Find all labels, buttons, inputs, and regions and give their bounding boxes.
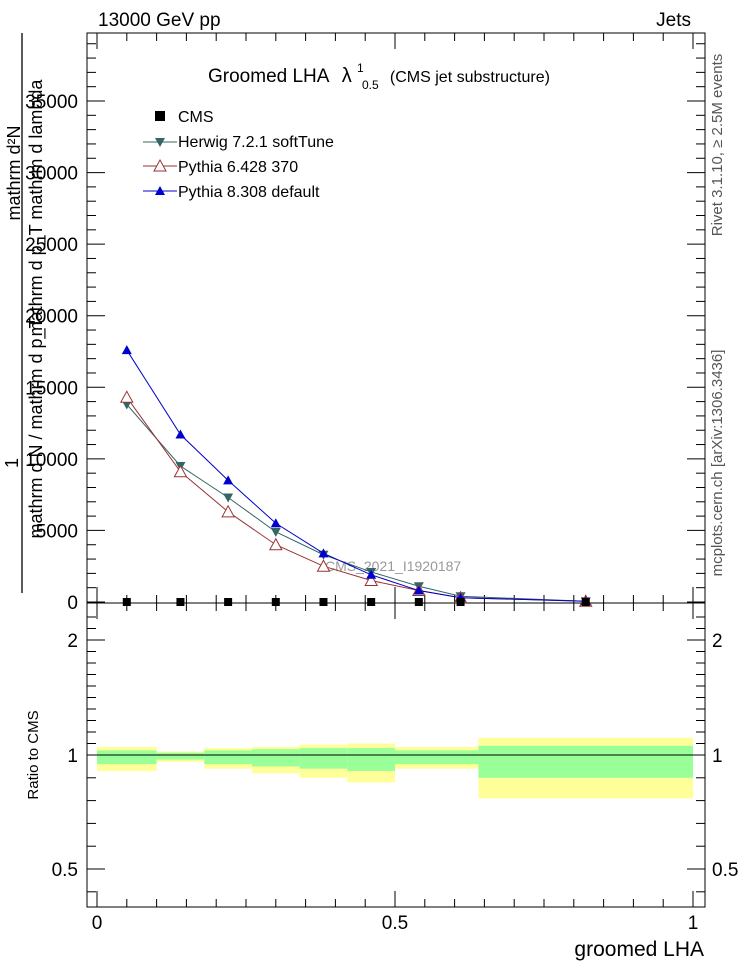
ratio-tick-label: 1 (67, 746, 78, 767)
cms-data-point (271, 598, 280, 606)
rivet-label: Rivet 3.1.10, ≥ 2.5M events (709, 54, 726, 237)
legend-pythia8-marker (155, 186, 165, 195)
x-axis-label: groomed LHA (574, 938, 704, 961)
ratio-band-inner-5 (347, 748, 395, 771)
chart-title-sub: 0.5 (362, 78, 379, 92)
y-label-line-1: mathrm d²N (4, 125, 24, 220)
ratio-tick-label: 0.5 (52, 860, 78, 881)
y-tick-label: 35000 (25, 92, 78, 113)
series-point-pythia8 (121, 345, 132, 355)
x-tick-labels: 0 0.5 1 (92, 913, 699, 934)
ratio-tick-label-right: 2 (712, 631, 723, 652)
process-label: Jets (656, 10, 691, 31)
cms-data-point (581, 598, 590, 606)
chart-title-suffix: (CMS jet substructure) (390, 69, 550, 86)
cms-data-point (414, 598, 423, 606)
series-point-pythia6 (316, 559, 331, 572)
cms-data-point (319, 598, 328, 606)
series-point-pythia6 (173, 464, 188, 478)
legend-herwig-marker (155, 138, 165, 147)
cms-data-points (122, 598, 590, 606)
ratio-tick-label-right: 1 (712, 746, 723, 767)
chart-title: Groomed LHA λ 1 0.5 (CMS jet substructur… (208, 56, 550, 94)
chart-title-sup: 1 (357, 61, 364, 75)
series-layer (119, 345, 593, 607)
y-tick-label: 30000 (25, 164, 78, 185)
series-point-herwig (270, 527, 281, 537)
x-tick-label: 0 (92, 913, 103, 934)
ratio-bands (97, 737, 693, 799)
cms-data-point (456, 598, 465, 606)
series-point-pythia8 (413, 585, 424, 595)
ratio-axis-ticks (87, 616, 705, 893)
y-label-line-2: mathrm d p_T mathrm d lambda (26, 79, 47, 337)
cms-data-point (367, 598, 376, 606)
y-tick-label: 15000 (25, 378, 78, 399)
x-tick-label: 1 (688, 913, 699, 934)
ratio-tick-label-right: 0.5 (712, 860, 738, 881)
series-point-pythia8 (270, 518, 281, 528)
series-point-pythia6 (268, 537, 283, 551)
y-tick-label: 25000 (25, 235, 78, 256)
ratio-band-inner-6 (395, 750, 479, 765)
series-point-pythia6 (119, 390, 134, 403)
x-tick-label: 0.5 (382, 913, 408, 934)
y-tick-label: 20000 (25, 307, 78, 328)
y-axis-label: mathrm d²N mathrm d p_T mathrm d lambda … (2, 33, 47, 593)
legend-pythia8-label: Pythia 8.308 default (178, 184, 320, 201)
series-point-pythia6 (364, 573, 379, 587)
ratio-band-inner-1 (156, 752, 205, 760)
ratio-band-inner-7 (478, 745, 693, 778)
cms-data-point (122, 598, 131, 606)
y-tick-labels: 0 5000 10000 15000 20000 25000 30000 35000 (25, 92, 78, 614)
y-tick-label: 0 (67, 593, 78, 614)
legend: CMS Herwig 7.2.1 softTune Pythia 6.428 3… (143, 109, 334, 201)
analysis-watermark: CMS_2021_I1920187 (325, 558, 461, 574)
legend-pythia6-label: Pythia 6.428 370 (178, 159, 298, 176)
series-point-pythia8 (318, 548, 329, 558)
chart-title-symbol: λ (342, 65, 352, 87)
legend-pythia6-marker (153, 158, 167, 172)
mcplots-label: mcplots.cern.ch [arXiv:1306.3436] (709, 350, 726, 577)
series-point-pythia8 (223, 475, 234, 485)
chart-title-main: Groomed LHA (208, 66, 330, 87)
cms-data-point (224, 598, 233, 606)
series-point-pythia6 (221, 504, 235, 518)
y-label-line-3: 1 (2, 458, 22, 468)
ratio-tick-label: 2 (67, 631, 78, 652)
ratio-band-inner-0 (97, 750, 157, 765)
legend-cms-marker (155, 111, 165, 121)
legend-herwig-label: Herwig 7.2.1 softTune (178, 134, 334, 151)
cms-data-point (176, 598, 185, 606)
series-point-herwig (223, 493, 234, 503)
legend-cms-label: CMS (178, 109, 214, 126)
y-label-line-4: mathrm d N / mathrm d p_T (26, 317, 47, 538)
ratio-band-inner-2 (204, 750, 252, 765)
ratio-axis-label: Ratio to CMS (25, 710, 42, 799)
main-axis-ticks (87, 43, 705, 603)
x-axis-ticks (96, 33, 694, 907)
y-tick-label: 5000 (36, 521, 78, 542)
series-point-pythia8 (366, 569, 377, 579)
series-point-pythia8 (175, 429, 186, 439)
y-tick-label: 10000 (25, 450, 78, 471)
energy-label: 13000 GeV pp (98, 10, 221, 31)
ratio-band-inner-4 (299, 748, 348, 769)
ratio-band-inner-3 (251, 749, 300, 767)
ratio-tick-labels: 0.5 0.5 1 1 2 2 (52, 631, 739, 881)
